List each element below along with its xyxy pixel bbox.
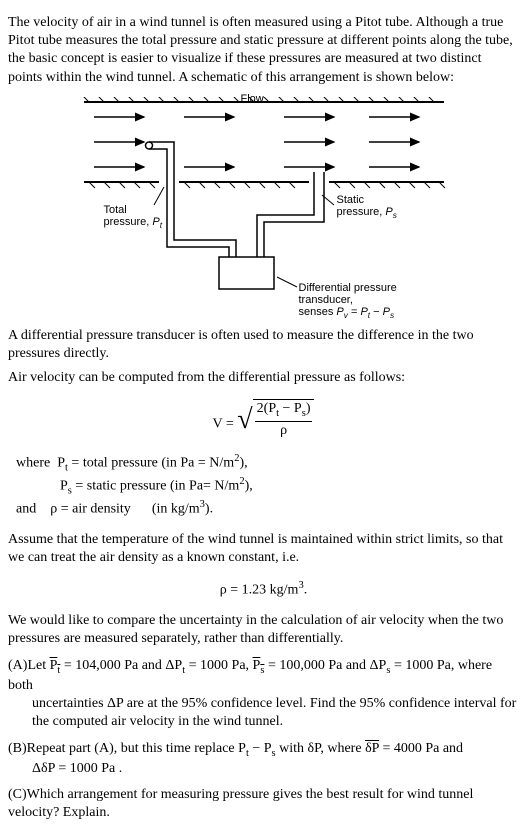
transducer-paragraph: A differential pressure transducer is of…	[8, 327, 519, 363]
part-b: (B)Repeat part (A), but this time replac…	[8, 740, 519, 779]
intro-paragraph: The velocity of air in a wind tunnel is …	[8, 14, 519, 87]
assume-paragraph: Assume that the temperature of the wind …	[8, 531, 519, 567]
part-c: (C)Which arrangement for measuring press…	[8, 786, 519, 822]
velocity-paragraph: Air velocity can be computed from the di…	[8, 369, 519, 387]
static-pressure-label: Staticpressure, Ps	[337, 194, 397, 220]
transducer-label: Differential pressuretransducer,senses P…	[299, 282, 397, 320]
part-a: (A)Let Pt = 104,000 Pa and ΔPt = 1000 Pa…	[8, 657, 519, 732]
total-pressure-label: Totalpressure, Pt	[104, 204, 163, 230]
pitot-diagram: Flow Totalpressure, Pt Staticpressure, P…	[79, 97, 449, 317]
flow-label: Flow	[241, 92, 264, 106]
rho-value: ρ = 1.23 kg/m3.	[8, 579, 519, 600]
where-block: where Pt = total pressure (in Pa = N/m2)…	[16, 452, 519, 519]
velocity-formula: V = √2(Pt − Ps)ρ	[8, 399, 519, 440]
compare-paragraph: We would like to compare the uncertainty…	[8, 612, 519, 648]
